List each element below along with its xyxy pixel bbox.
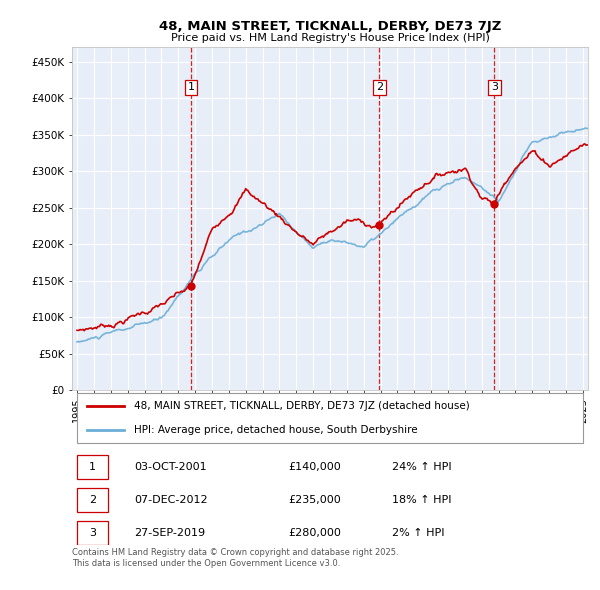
FancyBboxPatch shape: [77, 489, 108, 512]
Text: 3: 3: [491, 83, 498, 92]
Text: 48, MAIN STREET, TICKNALL, DERBY, DE73 7JZ (detached house): 48, MAIN STREET, TICKNALL, DERBY, DE73 7…: [134, 401, 470, 411]
Text: £235,000: £235,000: [289, 495, 341, 505]
Text: 18% ↑ HPI: 18% ↑ HPI: [392, 495, 451, 505]
Text: 27-SEP-2019: 27-SEP-2019: [134, 528, 205, 538]
FancyBboxPatch shape: [77, 521, 108, 545]
Text: 24% ↑ HPI: 24% ↑ HPI: [392, 463, 452, 473]
Text: £140,000: £140,000: [289, 463, 341, 473]
Text: Contains HM Land Registry data © Crown copyright and database right 2025.
This d: Contains HM Land Registry data © Crown c…: [72, 548, 398, 568]
Text: HPI: Average price, detached house, South Derbyshire: HPI: Average price, detached house, Sout…: [134, 425, 418, 435]
Text: 2: 2: [376, 83, 383, 92]
Text: 07-DEC-2012: 07-DEC-2012: [134, 495, 208, 505]
Text: 48, MAIN STREET, TICKNALL, DERBY, DE73 7JZ: 48, MAIN STREET, TICKNALL, DERBY, DE73 7…: [159, 20, 501, 33]
Text: 3: 3: [89, 528, 96, 538]
Text: Price paid vs. HM Land Registry's House Price Index (HPI): Price paid vs. HM Land Registry's House …: [170, 34, 490, 43]
FancyBboxPatch shape: [77, 455, 108, 479]
Text: 03-OCT-2001: 03-OCT-2001: [134, 463, 206, 473]
Text: £280,000: £280,000: [289, 528, 341, 538]
Text: 1: 1: [89, 463, 96, 473]
Text: 1: 1: [187, 83, 194, 92]
FancyBboxPatch shape: [77, 393, 583, 442]
Text: 2% ↑ HPI: 2% ↑ HPI: [392, 528, 445, 538]
Text: 2: 2: [89, 495, 96, 505]
